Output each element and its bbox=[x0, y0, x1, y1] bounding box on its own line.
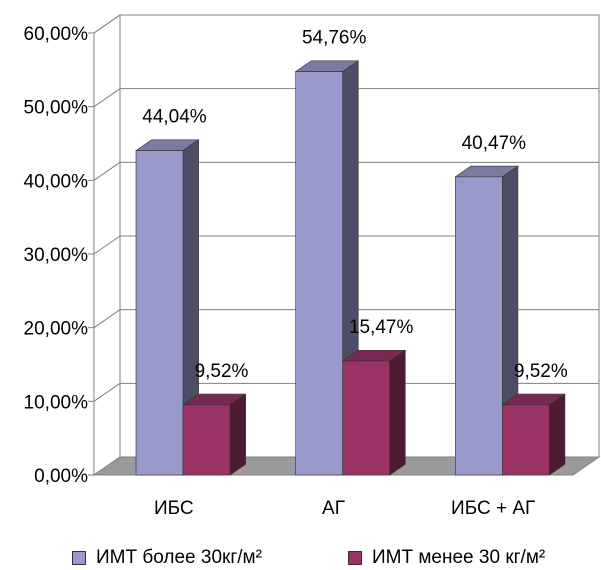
x-category-label: ИБС bbox=[154, 498, 194, 519]
gridline-diagonal bbox=[93, 309, 121, 329]
legend-item-series-1: ИМТ более 30кг/м² bbox=[72, 547, 262, 568]
gridline-diagonal bbox=[93, 235, 121, 255]
bar bbox=[342, 360, 390, 476]
y-tick-label: 10,00% bbox=[24, 392, 89, 413]
y-tick-label: 60,00% bbox=[24, 24, 89, 45]
data-label: 9,52% bbox=[195, 361, 249, 382]
gridline-diagonal bbox=[93, 88, 121, 108]
data-label: 9,52% bbox=[514, 361, 568, 382]
gridline-diagonal bbox=[93, 382, 121, 402]
y-tick-label: 0,00% bbox=[34, 466, 88, 487]
gridline-diagonal bbox=[93, 14, 121, 34]
gridline-diagonal bbox=[93, 161, 121, 181]
bar bbox=[502, 404, 550, 476]
y-tick-label: 20,00% bbox=[24, 319, 89, 340]
y-tick-label: 40,00% bbox=[24, 171, 89, 192]
bar bbox=[295, 71, 343, 476]
legend-label-series-1: ИМТ более 30кг/м² bbox=[96, 547, 262, 568]
data-label: 40,47% bbox=[462, 133, 527, 154]
bar bbox=[182, 404, 231, 476]
bar-side bbox=[389, 349, 406, 476]
y-tick-label: 30,00% bbox=[24, 245, 89, 266]
data-label: 44,04% bbox=[142, 107, 207, 128]
data-label: 15,47% bbox=[349, 317, 414, 338]
bar bbox=[135, 150, 184, 476]
data-label: 54,76% bbox=[302, 28, 367, 49]
bar-side bbox=[549, 393, 566, 476]
legend-label-series-2: ИМТ менее 30 кг/м² bbox=[372, 547, 546, 568]
legend-swatch-series-2 bbox=[348, 551, 362, 565]
x-category-label: ИБС + АГ bbox=[451, 498, 535, 519]
legend-swatch-series-1 bbox=[72, 551, 86, 565]
legend-item-series-2: ИМТ менее 30 кг/м² bbox=[348, 547, 546, 568]
bar-side bbox=[229, 393, 246, 476]
y-tick-label: 50,00% bbox=[24, 98, 89, 119]
bar bbox=[455, 176, 503, 476]
x-category-label: АГ bbox=[322, 498, 345, 519]
